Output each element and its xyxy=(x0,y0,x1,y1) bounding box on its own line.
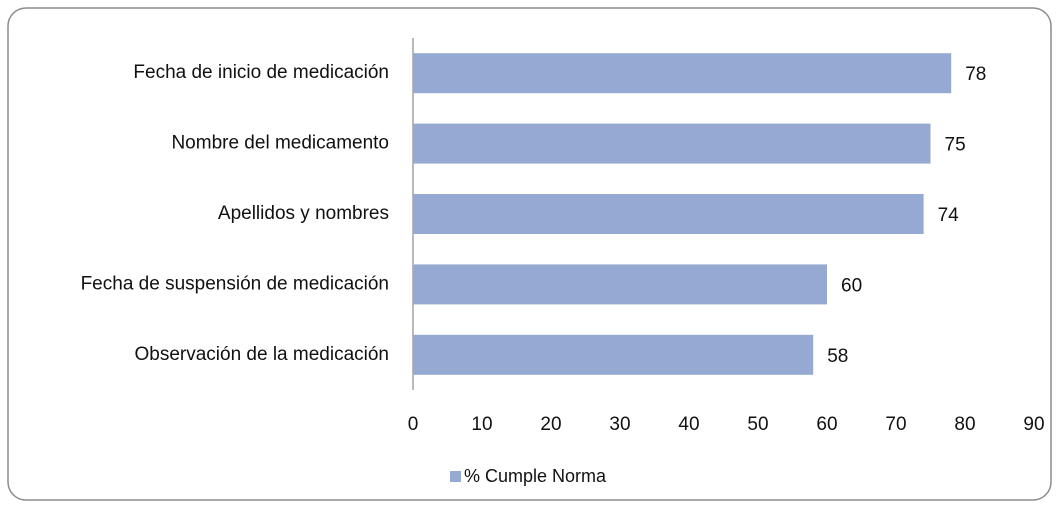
bar xyxy=(413,334,814,375)
data-label: 74 xyxy=(938,205,960,226)
x-tick-label: 40 xyxy=(678,414,699,435)
legend-swatch xyxy=(450,471,461,482)
x-tick-label: 70 xyxy=(885,414,906,435)
data-label: 58 xyxy=(827,346,848,367)
data-label: 78 xyxy=(965,64,986,85)
bar xyxy=(413,53,952,94)
y-tick-label: Fecha de suspensión de medicación xyxy=(81,273,389,294)
x-tick-label: 50 xyxy=(747,414,768,435)
bar xyxy=(413,194,924,234)
y-tick-label: Observación de la medicación xyxy=(134,344,389,365)
y-tick-label: Fecha de inicio de medicación xyxy=(133,62,389,83)
data-label: 60 xyxy=(841,275,862,296)
x-tick-label: 30 xyxy=(609,414,630,435)
y-tick-label: Nombre del medicamento xyxy=(171,133,389,154)
x-tick-label: 0 xyxy=(408,414,419,435)
legend-label: % Cumple Norma xyxy=(464,466,607,486)
y-tick-label: Apellidos y nombres xyxy=(218,203,389,224)
x-tick-label: 90 xyxy=(1023,414,1044,435)
x-tick-label: 60 xyxy=(816,414,837,435)
data-label: 75 xyxy=(945,135,966,156)
x-tick-label: 80 xyxy=(954,414,975,435)
bar xyxy=(413,264,827,305)
bar xyxy=(413,123,931,164)
x-tick-label: 20 xyxy=(540,414,561,435)
x-tick-label: 10 xyxy=(471,414,492,435)
